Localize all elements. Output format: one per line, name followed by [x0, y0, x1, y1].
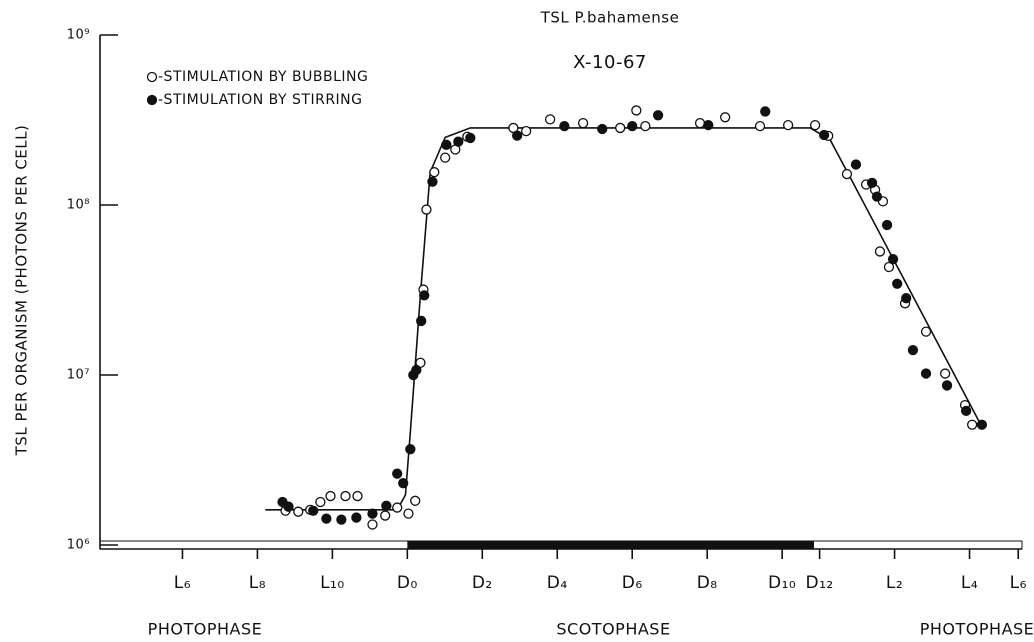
point	[901, 293, 912, 304]
x-tick-label: L₆	[174, 573, 191, 593]
point	[841, 168, 853, 180]
x-tick-label: L₂	[886, 573, 903, 593]
point	[544, 114, 556, 125]
y-tick-label: 10⁷	[67, 368, 90, 383]
point	[920, 368, 932, 379]
y-tick-label: 10⁸	[67, 198, 90, 213]
point	[520, 125, 532, 137]
point	[325, 490, 336, 502]
point	[640, 120, 651, 132]
point	[403, 508, 414, 519]
point	[907, 345, 919, 356]
point	[352, 490, 363, 502]
point	[703, 119, 714, 131]
point	[631, 105, 642, 116]
point	[883, 261, 895, 273]
x-tick-label: D₆	[622, 573, 643, 593]
point	[398, 478, 409, 489]
point	[694, 118, 706, 129]
legend-label: -STIMULATION BY STIRRING	[158, 92, 363, 108]
point	[652, 110, 664, 121]
point	[429, 167, 440, 178]
point	[419, 290, 430, 301]
point	[392, 502, 403, 513]
point	[421, 204, 432, 215]
point	[577, 118, 589, 129]
x-tick-label: D₄	[547, 573, 568, 593]
point	[405, 444, 416, 455]
point	[866, 177, 878, 188]
point	[392, 468, 403, 479]
point	[440, 152, 451, 163]
legend-marker	[146, 71, 158, 83]
x-tick-label: L₆	[1010, 573, 1027, 593]
y-tick-label: 10⁶	[67, 538, 90, 553]
point	[850, 159, 862, 170]
point	[881, 219, 893, 231]
point	[293, 506, 304, 517]
point	[760, 106, 771, 117]
point	[920, 326, 932, 337]
x-tick-label: D₁₀	[768, 573, 796, 593]
point	[336, 514, 347, 525]
point	[367, 508, 378, 519]
point	[720, 112, 731, 123]
y-tick-label: 10⁹	[67, 28, 90, 43]
point	[465, 132, 476, 144]
legend-marker	[146, 94, 158, 106]
point	[627, 120, 638, 132]
y-axis-label: TSL PER ORGANISM (PHOTONS PER CELL)	[13, 125, 31, 457]
point	[976, 419, 988, 430]
point	[308, 505, 319, 516]
point	[511, 130, 523, 141]
point	[941, 380, 953, 391]
point	[782, 119, 794, 131]
x-tick-label: D₀	[397, 573, 418, 593]
point	[754, 120, 766, 132]
dark-phase-bar	[407, 541, 814, 549]
point	[321, 513, 332, 524]
phase-label: SCOTOPHASE	[556, 620, 670, 639]
point	[351, 512, 362, 523]
point	[427, 176, 438, 187]
point	[340, 490, 351, 502]
point	[597, 123, 608, 135]
point	[453, 136, 464, 147]
x-tick-label: D₈	[697, 573, 718, 593]
point	[961, 405, 972, 417]
point	[441, 139, 452, 150]
x-tick-label: L₁₀	[320, 573, 345, 593]
point	[818, 129, 830, 141]
point	[809, 119, 821, 131]
x-tick-label: D₁₂	[805, 573, 833, 593]
phase-label: PHOTOPHASE	[148, 620, 263, 639]
point	[283, 501, 294, 512]
point	[411, 364, 422, 376]
phase-label: PHOTOPHASE	[920, 620, 1034, 639]
point	[381, 500, 392, 511]
fitted-curve	[265, 127, 981, 511]
point	[892, 278, 903, 289]
point	[874, 246, 886, 257]
point	[967, 419, 978, 430]
point	[615, 122, 626, 134]
point	[416, 315, 427, 327]
point	[380, 510, 391, 521]
chart-subtitle: X-10-67	[573, 52, 647, 73]
legend-label: -STIMULATION BY BUBBLING	[158, 69, 368, 85]
point	[559, 120, 570, 132]
point	[367, 519, 378, 530]
point	[887, 254, 899, 265]
point	[871, 191, 883, 202]
chart-title: TSL P.bahamense	[540, 9, 680, 27]
point	[940, 368, 951, 379]
x-tick-label: D₂	[472, 573, 493, 593]
x-tick-label: L₄	[961, 573, 978, 593]
point	[410, 495, 421, 506]
point	[315, 496, 326, 508]
x-tick-label: L₈	[249, 573, 266, 593]
